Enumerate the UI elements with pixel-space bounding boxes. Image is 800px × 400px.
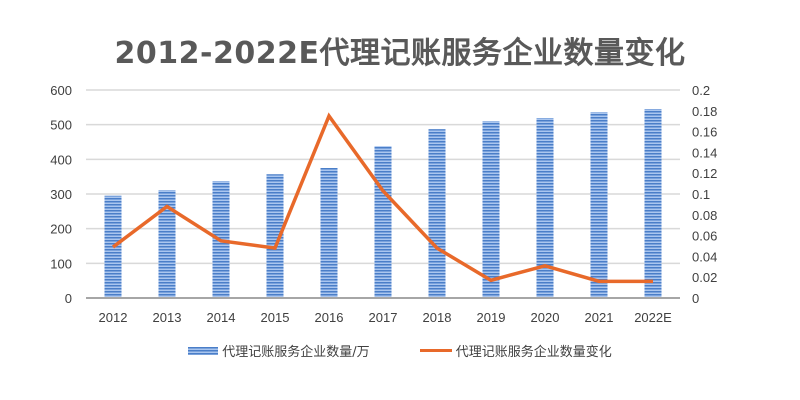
y-left-tick: 600 bbox=[50, 83, 72, 98]
bar bbox=[482, 121, 500, 298]
y-right-tick: 0.18 bbox=[692, 104, 717, 119]
x-tick: 2012 bbox=[99, 310, 128, 325]
y-right-tick: 0.06 bbox=[692, 229, 717, 244]
x-tick: 2018 bbox=[423, 310, 452, 325]
legend: 代理记账服务企业数量/万 代理记账服务企业数量变化 bbox=[0, 341, 800, 360]
y-right-tick: 0.08 bbox=[692, 208, 717, 223]
bar bbox=[644, 109, 662, 298]
x-tick: 2013 bbox=[153, 310, 182, 325]
x-tick: 2020 bbox=[531, 310, 560, 325]
x-tick: 2015 bbox=[261, 310, 290, 325]
x-tick: 2017 bbox=[369, 310, 398, 325]
x-tick: 2016 bbox=[315, 310, 344, 325]
y-left-tick: 0 bbox=[65, 291, 72, 306]
x-tick: 2021 bbox=[585, 310, 614, 325]
bar-swatch-icon bbox=[188, 346, 219, 355]
legend-item-bar: 代理记账服务企业数量/万 bbox=[188, 341, 370, 360]
line-swatch-icon bbox=[419, 349, 452, 352]
bar bbox=[320, 168, 338, 298]
x-tick: 2019 bbox=[477, 310, 506, 325]
y-left-tick: 400 bbox=[50, 152, 72, 167]
x-tick: 2022E bbox=[634, 310, 672, 325]
y-left-tick: 100 bbox=[50, 256, 72, 271]
bar bbox=[590, 112, 608, 298]
legend-label-line: 代理记账服务企业数量变化 bbox=[455, 345, 612, 360]
x-tick: 2014 bbox=[207, 310, 236, 325]
chart-title: 2012-2022E代理记账服务企业数量变化 bbox=[114, 36, 686, 71]
bar bbox=[428, 129, 446, 298]
y-right-tick: 0.2 bbox=[692, 83, 710, 98]
y-right-tick: 0.02 bbox=[692, 270, 717, 285]
bar bbox=[266, 174, 284, 298]
bar bbox=[536, 118, 554, 298]
bar bbox=[158, 190, 176, 298]
y-left-tick: 200 bbox=[50, 222, 72, 237]
legend-item-line: 代理记账服务企业数量变化 bbox=[419, 341, 612, 360]
y-right-tick: 0.14 bbox=[692, 145, 717, 160]
y-right-tick: 0.1 bbox=[692, 187, 710, 202]
legend-label-bar: 代理记账服务企业数量/万 bbox=[222, 345, 370, 360]
y-right-tick: 0.04 bbox=[692, 249, 717, 264]
y-right-tick: 0 bbox=[692, 291, 699, 306]
change-line bbox=[111, 112, 653, 284]
y-right-tick: 0.16 bbox=[692, 125, 717, 140]
y-left-tick: 300 bbox=[50, 187, 72, 202]
y-right-tick: 0.12 bbox=[692, 166, 717, 181]
bar bbox=[374, 146, 392, 298]
y-left-tick: 500 bbox=[50, 118, 72, 133]
